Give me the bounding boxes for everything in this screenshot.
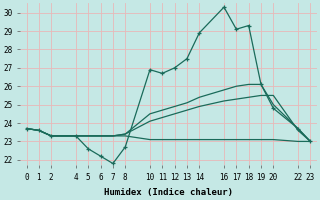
X-axis label: Humidex (Indice chaleur): Humidex (Indice chaleur) — [104, 188, 233, 197]
